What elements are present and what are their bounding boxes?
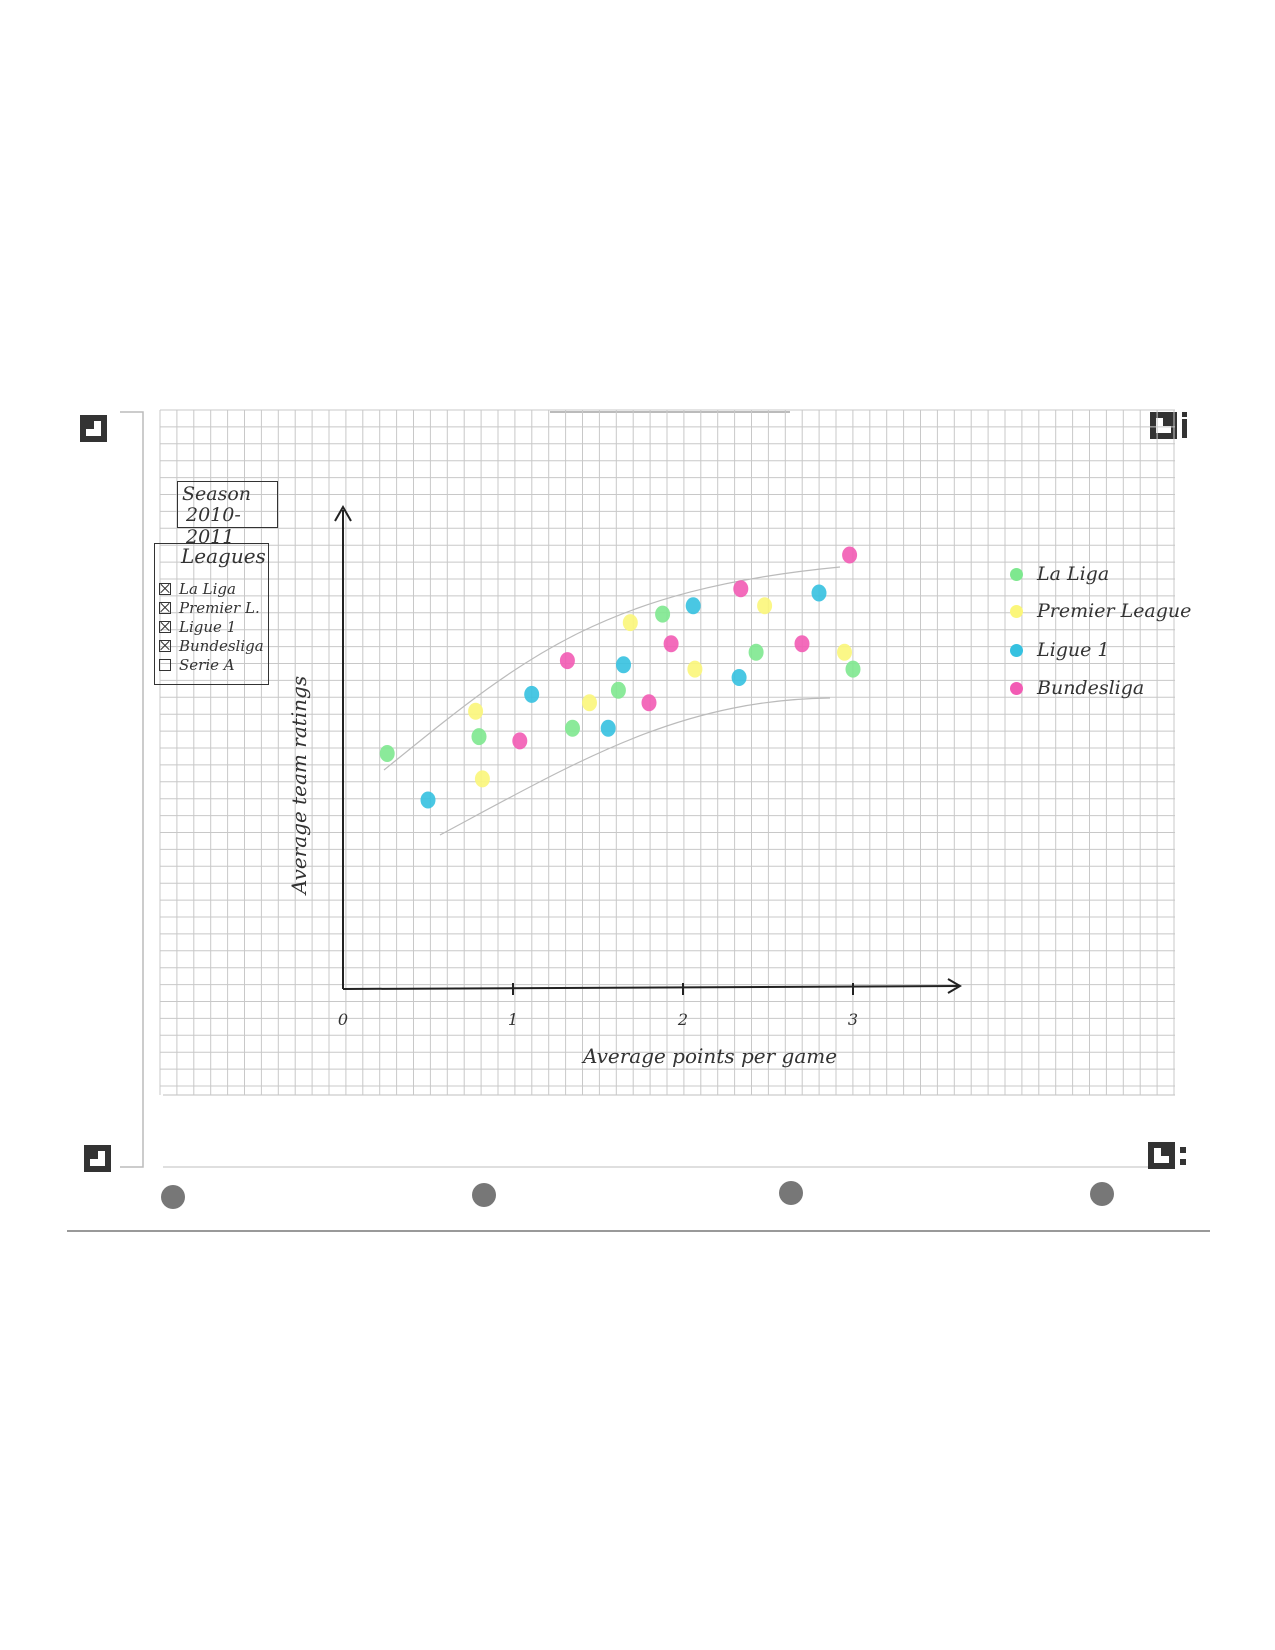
scatter-point-la-liga <box>471 728 487 746</box>
legend-swatch <box>1010 682 1023 695</box>
legend-swatch <box>1010 605 1023 618</box>
legend-label: Ligue 1 <box>1037 639 1110 661</box>
scatter-point-premier-league <box>757 597 773 615</box>
axes <box>334 504 962 994</box>
x-axis-label: Average points per game <box>581 1044 837 1068</box>
legend-item-bundesliga: Bundesliga <box>1010 677 1144 699</box>
scatter-point-premier-league <box>687 660 703 678</box>
corner-marker-top-right <box>1150 412 1187 439</box>
corner-marker-bottom-left <box>84 1145 111 1172</box>
scatter-point-ligue-1 <box>420 791 436 809</box>
legend-label: La Liga <box>1037 563 1110 585</box>
y-axis-arrow <box>334 504 352 522</box>
legend-item-premier-league: Premier League <box>1010 600 1191 622</box>
scatter-point-bundesliga <box>663 635 679 653</box>
legend-label: Bundesliga <box>1037 677 1145 699</box>
scatter-point-ligue-1 <box>524 685 540 703</box>
filter-item-bundesliga[interactable]: Bundesliga <box>159 637 264 655</box>
x-ticks: 0 1 2 3 <box>338 983 858 1029</box>
filter-item-serie-a[interactable]: Serie A <box>159 656 235 674</box>
filter-item-label: La Liga <box>179 580 236 598</box>
season-label: Season <box>182 483 252 505</box>
scatter-points <box>379 546 861 809</box>
checkbox-la-liga[interactable] <box>159 583 171 595</box>
scatter-point-la-liga <box>610 681 626 699</box>
scatter-point-ligue-1 <box>811 584 827 602</box>
filter-item-premier-league[interactable]: Premier L. <box>159 599 260 617</box>
punch-hole <box>1090 1182 1114 1206</box>
filter-item-label: Premier L. <box>179 599 260 617</box>
scatter-point-la-liga <box>655 605 671 623</box>
scatter-point-premier-league <box>468 702 484 720</box>
trend-band-upper <box>383 566 841 771</box>
scatter-point-premier-league <box>474 770 490 788</box>
punch-hole <box>779 1181 803 1205</box>
y-axis-label: Average team ratings <box>287 676 311 896</box>
scatter-point-bundesliga <box>842 546 858 564</box>
x-tick-label: 1 <box>508 1010 518 1029</box>
scatter-point-bundesliga <box>794 635 810 653</box>
scatter-point-premier-league <box>582 694 597 712</box>
legend-swatch <box>1010 644 1023 657</box>
checkbox-serie-a[interactable] <box>159 659 171 671</box>
scatter-point-la-liga <box>565 719 580 737</box>
x-axis-line <box>342 985 959 990</box>
x-tick-label: 2 <box>677 1010 688 1029</box>
legend-swatch <box>1010 568 1023 581</box>
scatter-point-la-liga <box>379 745 395 762</box>
legend-label: Premier League <box>1037 600 1192 622</box>
trend-band-lower <box>439 697 831 836</box>
filter-item-label: Bundesliga <box>179 637 264 655</box>
punch-hole <box>161 1185 185 1209</box>
scatter-point-la-liga <box>748 643 764 661</box>
corner-marker-bottom-right <box>1148 1142 1186 1169</box>
legend-item-ligue-1: Ligue 1 <box>1010 639 1109 661</box>
scatter-point-bundesliga <box>559 652 575 670</box>
scatter-point-ligue-1 <box>731 669 747 686</box>
filter-item-ligue-1[interactable]: Ligue 1 <box>159 618 236 636</box>
legend-item-la-liga: La Liga <box>1010 563 1109 585</box>
scatter-point-premier-league <box>622 614 638 632</box>
graph-paper-grid <box>159 409 1175 1095</box>
scatter-point-premier-league <box>837 643 852 661</box>
season-box: Season 2010-2011 <box>177 481 278 548</box>
filter-item-label: Serie A <box>179 656 235 674</box>
x-axis-arrow <box>947 978 962 994</box>
scatter-point-ligue-1 <box>685 597 701 615</box>
filter-item-la-liga[interactable]: La Liga <box>159 580 236 598</box>
checkbox-premier-league[interactable] <box>159 602 171 614</box>
scatter-point-bundesliga <box>512 732 528 750</box>
season-value: 2010-2011 <box>186 504 241 548</box>
checkbox-bundesliga[interactable] <box>159 640 171 652</box>
filter-item-label: Ligue 1 <box>179 618 237 636</box>
punch-hole <box>472 1183 496 1207</box>
league-filter-box: Leagues La Liga Premier L. Ligue 1 Bunde… <box>154 543 269 685</box>
x-tick-label: 0 <box>338 1010 348 1029</box>
left-margin-line <box>120 411 144 1168</box>
scatter-point-bundesliga <box>641 694 657 712</box>
checkbox-ligue-1[interactable] <box>159 621 171 633</box>
x-tick-label: 3 <box>848 1010 858 1029</box>
scatter-point-bundesliga <box>733 580 749 598</box>
corner-marker-top-left <box>80 415 107 442</box>
scatter-point-ligue-1 <box>616 656 631 674</box>
scatter-point-la-liga <box>845 660 861 678</box>
filter-title: Leagues <box>181 544 266 568</box>
scatter-point-ligue-1 <box>600 719 616 737</box>
